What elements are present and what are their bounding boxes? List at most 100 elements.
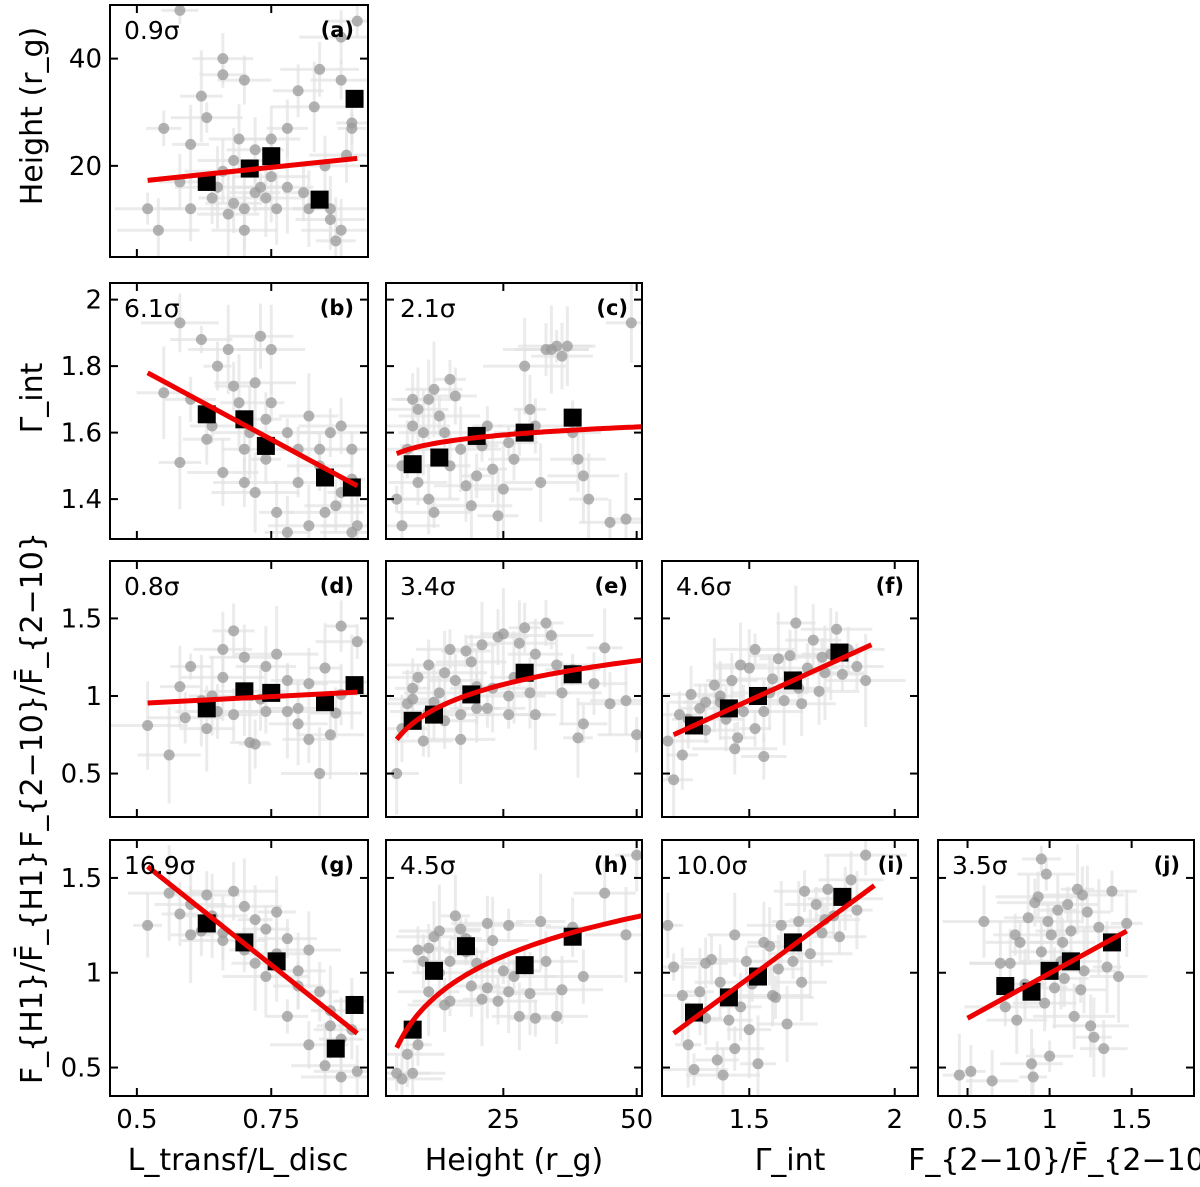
panel-letter: (f) bbox=[876, 574, 904, 598]
plot-area-b bbox=[136, 293, 368, 539]
x-tick-label: 1.5 bbox=[1111, 1105, 1152, 1135]
data-point bbox=[577, 470, 589, 482]
plot-area-f bbox=[662, 585, 906, 817]
data-point bbox=[503, 709, 515, 721]
data-point bbox=[572, 732, 584, 744]
data-point bbox=[492, 995, 504, 1007]
data-point bbox=[476, 993, 488, 1005]
plot-area-i bbox=[662, 840, 907, 1096]
data-point bbox=[217, 53, 229, 65]
data-point bbox=[185, 138, 197, 150]
panel-h: 25 50 4.5σ (h) bbox=[385, 839, 653, 1135]
data-point bbox=[314, 986, 326, 998]
data-point bbox=[396, 520, 408, 532]
data-point bbox=[481, 702, 493, 714]
data-point bbox=[423, 659, 435, 671]
data-point bbox=[433, 687, 445, 699]
data-point bbox=[572, 453, 584, 465]
data-point bbox=[281, 122, 293, 134]
data-point bbox=[1076, 889, 1088, 901]
panel-d: 0.5 1 1.5 0.8σ (d) bbox=[61, 560, 369, 818]
data-point bbox=[508, 453, 520, 465]
data-point bbox=[249, 957, 261, 969]
data-point bbox=[174, 5, 186, 16]
x-tick-label: 0.75 bbox=[242, 1105, 300, 1135]
plot-area-a bbox=[114, 5, 368, 257]
data-point bbox=[142, 719, 154, 731]
data-point bbox=[265, 133, 277, 145]
data-point bbox=[423, 493, 435, 505]
data-point bbox=[351, 636, 363, 648]
panel-j: 0.5 1 1.5 3.5σ (j) bbox=[937, 839, 1195, 1135]
data-point bbox=[439, 427, 451, 439]
data-point bbox=[201, 889, 213, 901]
data-point bbox=[455, 923, 467, 935]
data-point bbox=[487, 463, 499, 475]
data-point bbox=[465, 500, 477, 512]
data-point bbox=[673, 709, 685, 721]
x-tick-label: 25 bbox=[487, 1105, 520, 1135]
x-axis-label-lratio: L_transf/L_disc bbox=[128, 1143, 349, 1178]
data-point bbox=[1022, 912, 1034, 924]
x-tick-label: 50 bbox=[620, 1105, 653, 1135]
data-point bbox=[1068, 1010, 1080, 1022]
data-point bbox=[217, 467, 229, 479]
fit-line bbox=[395, 424, 642, 457]
data-point bbox=[423, 986, 435, 998]
binned-point bbox=[430, 448, 449, 467]
data-point bbox=[265, 171, 277, 183]
data-point bbox=[497, 628, 509, 640]
data-point bbox=[292, 476, 304, 488]
data-point bbox=[668, 961, 680, 973]
data-point bbox=[708, 679, 720, 691]
y-tick-label: 1 bbox=[85, 959, 102, 989]
data-point bbox=[604, 516, 616, 528]
data-point bbox=[407, 420, 419, 432]
data-point bbox=[583, 493, 595, 505]
data-point bbox=[588, 678, 600, 690]
data-point bbox=[503, 919, 515, 931]
binned-point bbox=[425, 961, 443, 980]
data-point bbox=[335, 620, 347, 632]
data-point bbox=[836, 668, 848, 680]
data-point bbox=[845, 874, 857, 886]
data-point bbox=[749, 643, 761, 655]
data-point bbox=[460, 480, 472, 492]
binned-point bbox=[403, 455, 422, 474]
data-point bbox=[551, 1010, 563, 1022]
fit-line bbox=[394, 657, 642, 742]
fit-line bbox=[147, 689, 358, 706]
data-point bbox=[524, 988, 536, 1000]
data-point bbox=[1078, 965, 1090, 977]
data-point bbox=[1049, 982, 1061, 994]
data-point bbox=[271, 906, 283, 918]
plot-area-e bbox=[386, 587, 642, 815]
plot-area-j bbox=[942, 844, 1148, 1096]
data-point bbox=[1039, 997, 1051, 1009]
data-point bbox=[281, 674, 293, 686]
data-point bbox=[994, 957, 1006, 969]
data-point bbox=[714, 690, 726, 702]
data-point bbox=[255, 181, 266, 193]
data-point bbox=[303, 410, 315, 422]
data-point bbox=[412, 476, 424, 488]
data-point bbox=[487, 935, 499, 947]
axes-frame bbox=[385, 839, 643, 1097]
data-point bbox=[556, 984, 568, 996]
data-point bbox=[749, 723, 761, 735]
axes-frame bbox=[109, 839, 369, 1097]
data-point bbox=[631, 849, 642, 861]
data-point bbox=[238, 203, 250, 215]
data-point bbox=[796, 976, 808, 988]
data-point bbox=[1075, 984, 1087, 996]
data-point bbox=[249, 914, 261, 926]
data-point bbox=[503, 437, 515, 449]
x-axis-label-gamma: Γ_int bbox=[755, 1143, 826, 1178]
data-point bbox=[217, 643, 229, 655]
data-point bbox=[556, 350, 568, 362]
data-point bbox=[185, 929, 197, 941]
data-point bbox=[740, 955, 752, 967]
data-point bbox=[524, 403, 536, 415]
data-point bbox=[391, 493, 403, 505]
x-axis-label-height: Height (r_g) bbox=[425, 1143, 604, 1178]
